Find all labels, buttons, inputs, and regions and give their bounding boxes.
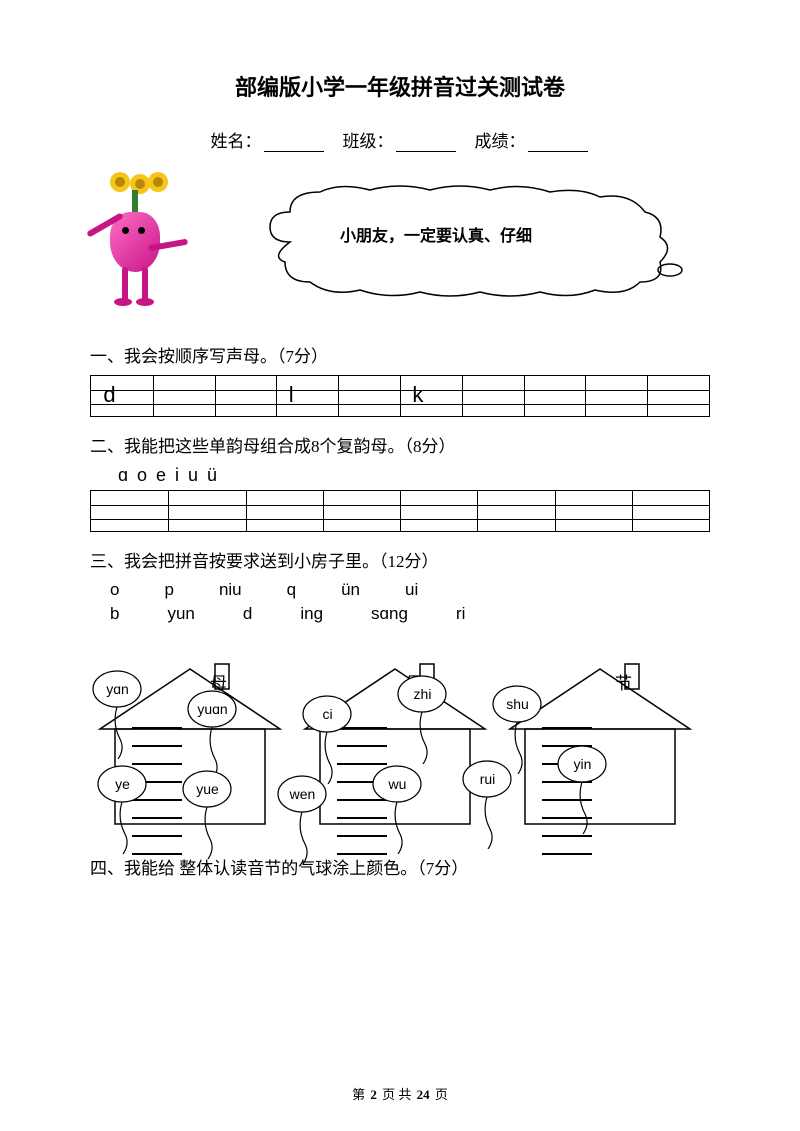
pinyin-item: d <box>243 604 252 624</box>
score-blank[interactable] <box>528 134 588 152</box>
page-title: 部编版小学一年级拼音过关测试卷 <box>90 70 710 102</box>
house-label: 节 <box>615 669 632 694</box>
q3-title: 三、我会把拼音按要求送到小房子里。（12分） <box>90 547 710 572</box>
score-label: 成绩： <box>475 132 526 151</box>
class-label: 班级： <box>343 132 394 151</box>
mascot-icon <box>90 172 210 312</box>
q1-grid[interactable]: dlk <box>90 375 710 417</box>
pinyin-item: ui <box>405 580 418 600</box>
q2-vowels: ɑ o e i u ü <box>118 465 710 486</box>
pinyin-item: o <box>110 580 119 600</box>
q3-row1: o p niu q ün ui <box>110 580 710 600</box>
balloon[interactable]: wen <box>275 774 330 864</box>
balloon[interactable]: wu <box>370 764 425 854</box>
balloon[interactable]: zhi <box>395 674 450 764</box>
hero-row: 小朋友，一定要认真、仔细 <box>90 172 710 312</box>
pinyin-item: ri <box>456 604 465 624</box>
q1-title: 一、我会按顺序写声母。（7分） <box>90 342 710 367</box>
pinyin-item: niu <box>219 580 242 600</box>
pinyin-item: ing <box>300 604 323 624</box>
pinyin-item: ün <box>341 580 360 600</box>
info-line: 姓名： 班级： 成绩： <box>90 127 710 152</box>
balloon[interactable]: rui <box>460 759 515 849</box>
pinyin-item: p <box>164 580 173 600</box>
pinyin-item: sɑng <box>371 604 408 624</box>
page-footer: 第 2 页 共 24 页 <box>0 1084 800 1103</box>
balloon[interactable]: yɑn <box>90 669 145 759</box>
balloon[interactable]: ye <box>95 764 150 854</box>
balloon[interactable]: yue <box>180 769 235 859</box>
name-label: 姓名： <box>211 132 262 151</box>
q2-title: 二、我能把这些单韵母组合成8个复韵母。（8分） <box>90 432 710 457</box>
cloud-bubble: 小朋友，一定要认真、仔细 <box>250 182 690 302</box>
pinyin-item: yun <box>167 604 194 624</box>
balloon[interactable]: yuɑn <box>185 689 240 779</box>
q1-letter: l <box>289 382 294 408</box>
pinyin-item: q <box>287 580 296 600</box>
cloud-text: 小朋友，一定要认真、仔细 <box>340 222 532 246</box>
q1-letter: k <box>412 382 423 408</box>
balloon[interactable]: ci <box>300 694 355 784</box>
name-blank[interactable] <box>264 134 324 152</box>
q3-row2: b yun d ing sɑng ri <box>110 604 710 624</box>
houses-area: 母 母 节 yɑn yuɑn ci zhi shu ye yue wen wu … <box>90 639 710 869</box>
q1-letter: d <box>103 382 115 408</box>
pinyin-item: b <box>110 604 119 624</box>
class-blank[interactable] <box>396 134 456 152</box>
balloon[interactable]: yin <box>555 744 610 834</box>
q2-grid[interactable] <box>90 490 710 532</box>
